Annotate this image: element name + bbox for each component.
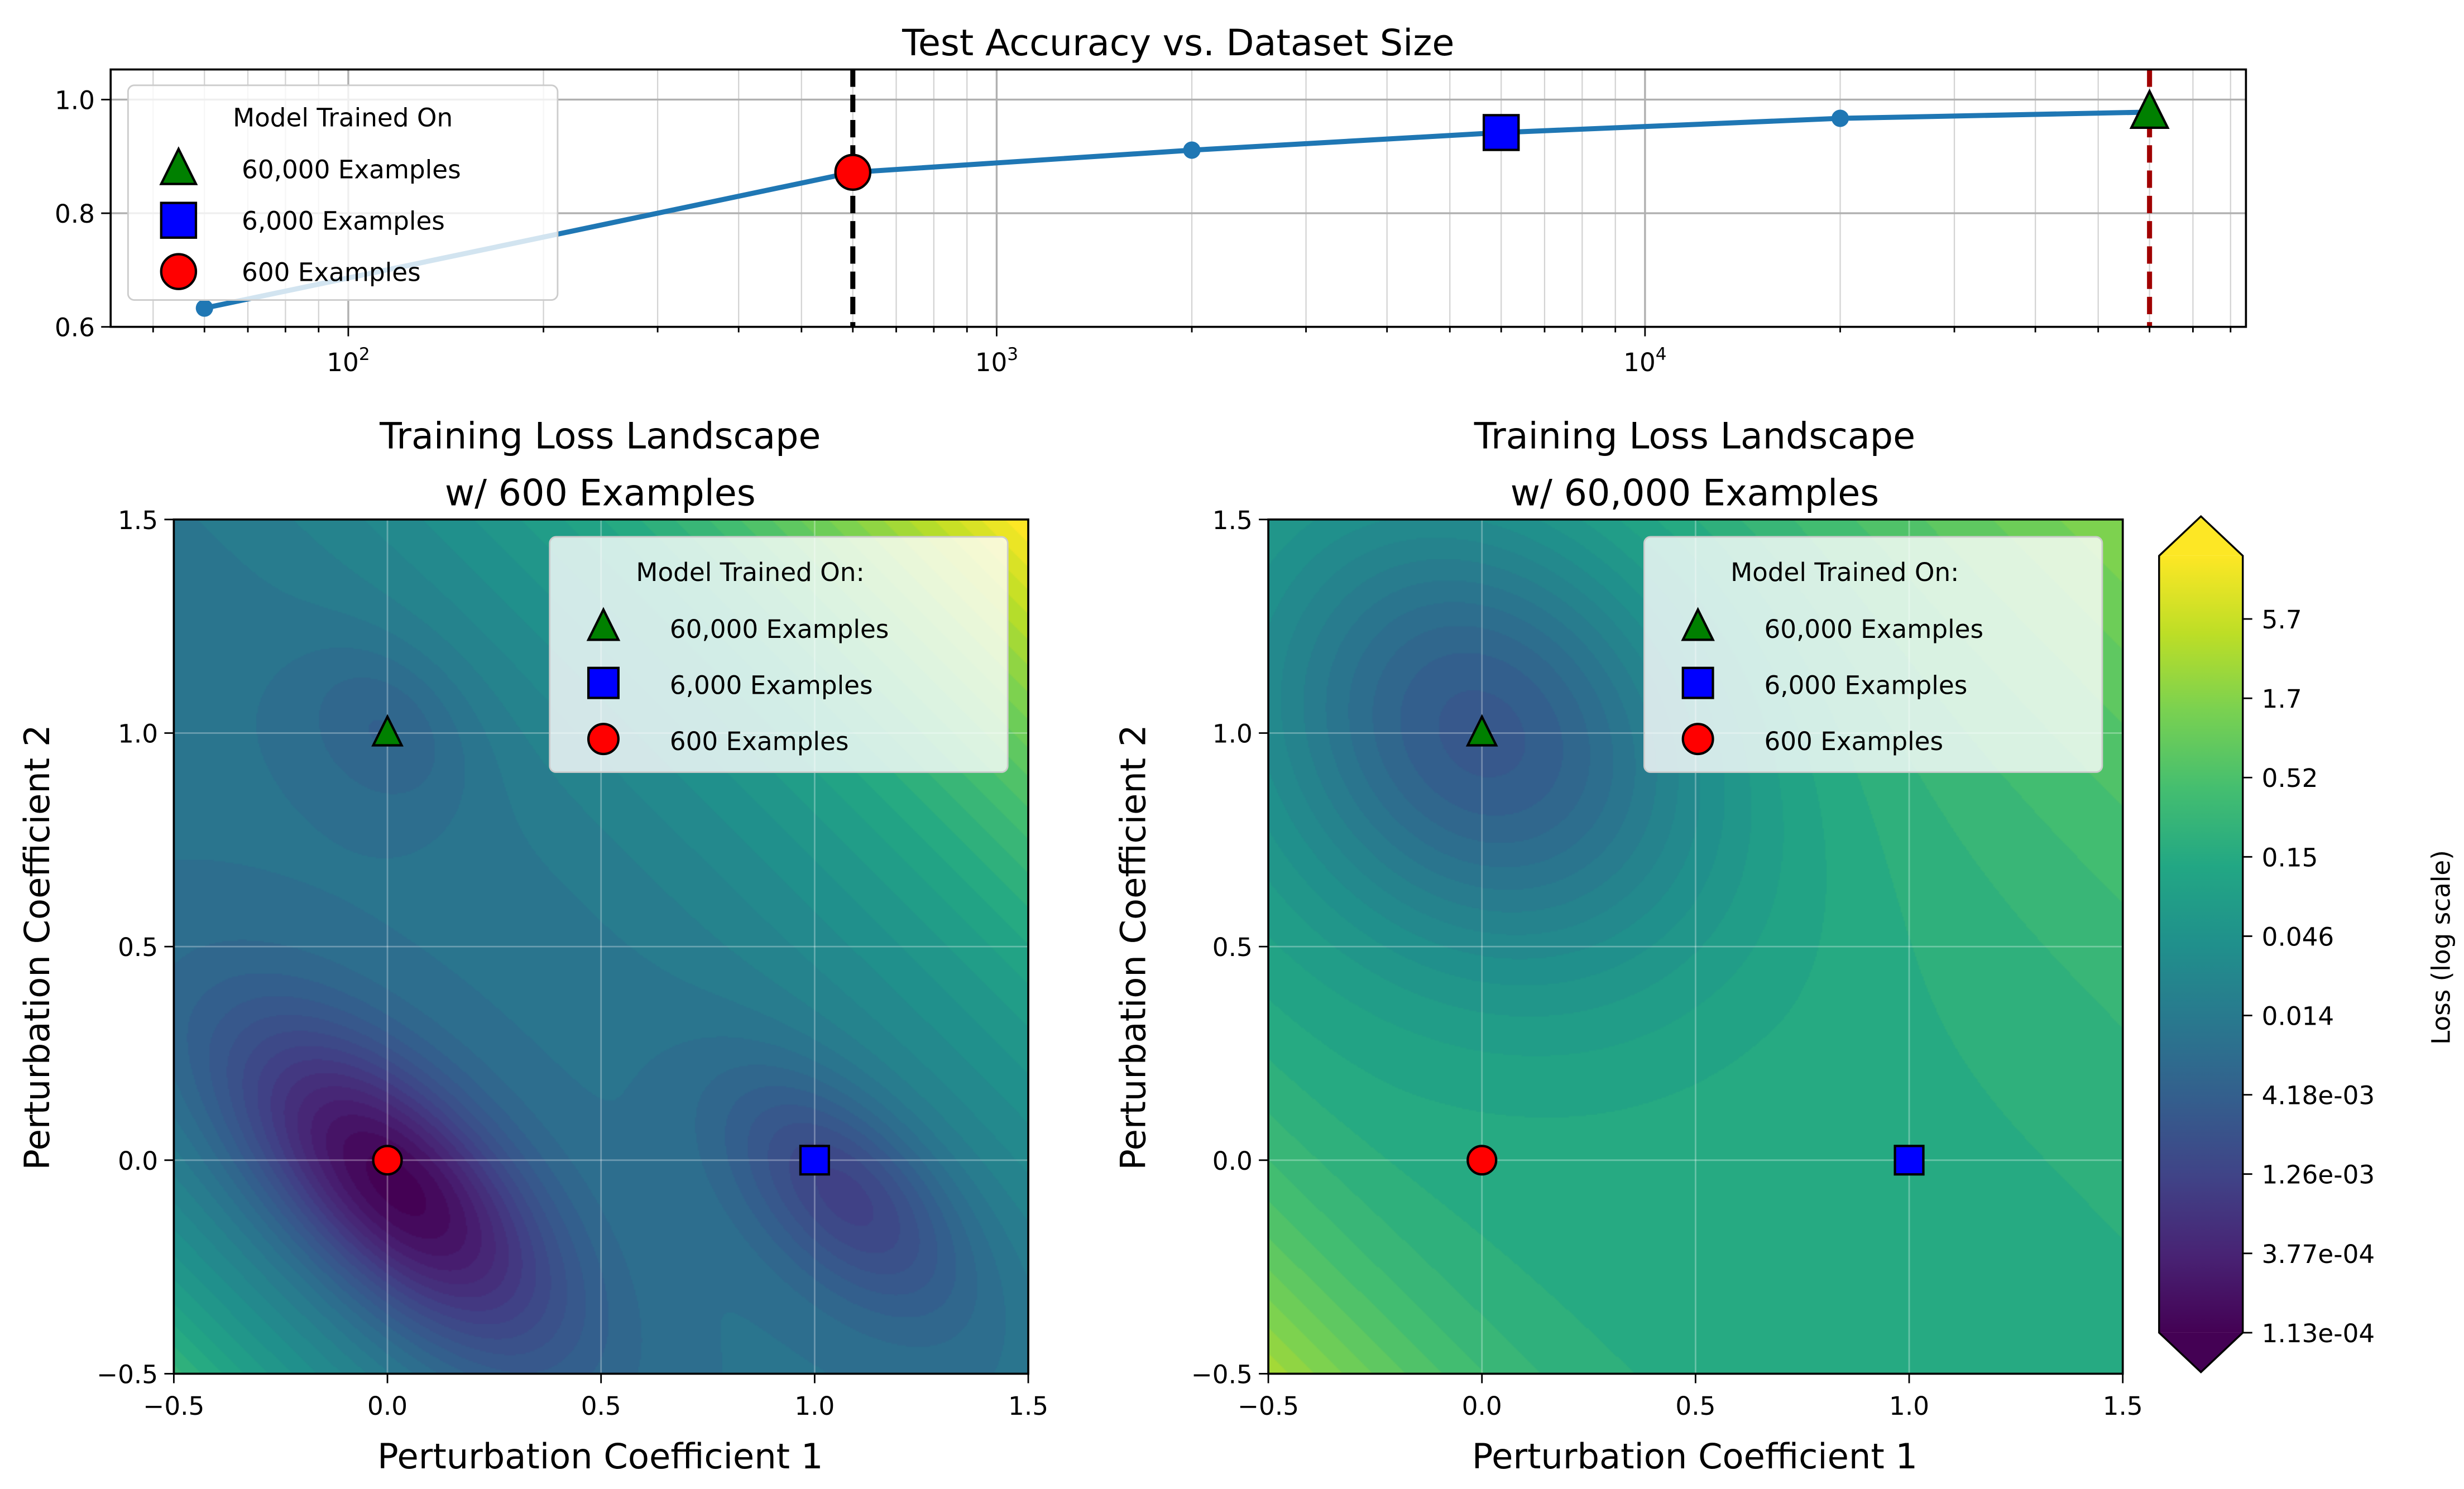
y-tick-label: 1.5 [1212, 506, 1253, 535]
model-marker-circle [372, 1145, 403, 1176]
colorbar-gradient [2159, 555, 2243, 1333]
legend-label: 6,000 Examples [670, 670, 873, 700]
legend-title: Model Trained On: [636, 558, 864, 587]
y-tick-label: −0.5 [97, 1360, 158, 1389]
y-tick-label: 1.0 [118, 719, 158, 748]
legend-circle-icon [1681, 723, 1714, 756]
landscape-600-title-line2: w/ 600 Examples [445, 472, 756, 514]
highlight-marker-circle [834, 153, 871, 191]
legend-label: 60,000 Examples [670, 614, 889, 644]
legend-square-icon [1681, 666, 1714, 699]
y-tick-label: 0.8 [55, 199, 95, 229]
x-tick-label: −0.5 [143, 1391, 204, 1421]
x-tick-label: 1.5 [2103, 1391, 2143, 1421]
x-tick-label: 0.0 [367, 1391, 408, 1421]
x-tick-label: 104 [1623, 344, 1666, 377]
plot-frame [172, 518, 1029, 1375]
x-tick-label: 1.5 [1008, 1391, 1048, 1421]
model-marker-circle [1466, 1145, 1498, 1176]
legend-box [549, 536, 1009, 773]
legend-circle-icon [587, 723, 620, 756]
legend: Model Trained On 60,000 Examples 6,000 Exa… [127, 84, 559, 301]
legend-triangle-icon [159, 146, 198, 185]
model-marker-triangle [371, 714, 404, 747]
colorbar-tick-label: 0.15 [2262, 843, 2318, 872]
legend-label: 600 Examples [242, 258, 421, 287]
legend-label: 60,000 Examples [1764, 614, 1983, 644]
legend-label: 60,000 Examples [242, 155, 461, 185]
legend-triangle-icon [586, 607, 621, 641]
x-tick-label: 0.5 [1675, 1391, 1715, 1421]
highlight-marker-square [1482, 114, 1520, 151]
loss-landscape-60000: Training Loss Landscape w/ 60,000 Exampl… [1113, 416, 2142, 1477]
landscape-600-title-line1: Training Loss Landscape [379, 416, 821, 458]
colorbar-label: Loss (log scale) [2426, 850, 2456, 1045]
highlight-marker-triangle [2129, 88, 2170, 129]
landscape-60000-xlabel: Perturbation Coefficient 1 [1472, 1436, 1917, 1477]
legend-label: 6,000 Examples [1764, 670, 1967, 700]
model-marker-square [1893, 1145, 1925, 1176]
y-tick-label: 0.5 [118, 933, 158, 962]
loss-landscape-600: Training Loss Landscape w/ 600 Examples … [17, 416, 1048, 1477]
landscape-600-ylabel: Perturbation Coefficient 2 [17, 724, 57, 1170]
x-tick-label: 0.5 [581, 1391, 621, 1421]
legend-title: Model Trained On [233, 103, 453, 132]
legend-label: 600 Examples [670, 727, 849, 756]
legend-box [127, 84, 559, 301]
colorbar: Loss (log scale) 5.7 1.7 0.52 0.15 0.046 0.01… [2158, 515, 2456, 1373]
colorbar-tick-label: 3.77e-04 [2262, 1240, 2375, 1269]
legend: Model Trained On: 60,000 Examples 6,000 Ex… [549, 536, 1009, 773]
colorbar-extend-min [2159, 1332, 2243, 1372]
x-tick-label: −0.5 [1238, 1391, 1299, 1421]
accuracy-chart: Test Accuracy vs. Dataset Size 0.6 0.8 1.0… [55, 22, 2247, 377]
accuracy-point [195, 299, 213, 317]
colorbar-tick-label: 0.52 [2262, 763, 2318, 793]
colorbar-tick-label: 1.7 [2262, 684, 2302, 714]
legend-label: 6,000 Examples [242, 206, 445, 236]
landscape-60000-ylabel: Perturbation Coefficient 2 [1113, 724, 1153, 1170]
y-tick-label: 1.0 [1212, 719, 1253, 748]
y-tick-label: 1.5 [118, 506, 158, 535]
colorbar-tick-label: 0.046 [2262, 922, 2334, 952]
x-tick-label: 1.0 [794, 1391, 835, 1421]
accuracy-point [1183, 141, 1201, 159]
x-tick-label: 102 [327, 344, 370, 377]
legend-square-icon [160, 201, 198, 239]
accuracy-chart-title: Test Accuracy vs. Dataset Size [902, 22, 1454, 64]
legend: Model Trained On: 60,000 Examples 6,000 Ex… [1643, 536, 2103, 773]
x-tick-label: 0.0 [1462, 1391, 1502, 1421]
y-tick-label: 0.5 [1212, 933, 1253, 962]
plot-frame [109, 68, 2247, 328]
colorbar-tick-label: 1.13e-04 [2262, 1319, 2375, 1348]
x-tick-label: 103 [975, 344, 1018, 377]
legend-triangle-icon [1681, 607, 1715, 641]
colorbar-extend-max [2159, 516, 2243, 556]
legend-box [1643, 536, 2103, 773]
colorbar-tick-label: 0.014 [2262, 1002, 2334, 1031]
landscape-60000-title-line1: Training Loss Landscape [1474, 416, 1915, 458]
landscape-600-xlabel: Perturbation Coefficient 1 [377, 1436, 823, 1477]
legend-title: Model Trained On: [1730, 558, 1959, 587]
model-marker-triangle [1465, 714, 1498, 747]
y-tick-label: −0.5 [1191, 1360, 1253, 1389]
accuracy-point [1831, 109, 1849, 127]
y-tick-label: 1.0 [55, 85, 95, 115]
legend-label: 600 Examples [1764, 727, 1943, 756]
colorbar-tick-label: 4.18e-03 [2262, 1081, 2375, 1111]
legend-square-icon [587, 666, 620, 699]
model-marker-square [799, 1145, 830, 1176]
colorbar-tick-label: 1.26e-03 [2262, 1160, 2375, 1190]
y-tick-label: 0.0 [118, 1146, 158, 1176]
plot-frame [1267, 518, 2124, 1375]
accuracy-line [204, 109, 2150, 311]
colorbar-tick-label: 5.7 [2262, 605, 2302, 635]
y-tick-label: 0.0 [1212, 1146, 1253, 1176]
landscape-60000-title-line2: w/ 60,000 Examples [1511, 472, 1879, 514]
x-tick-label: 1.0 [1889, 1391, 1929, 1421]
y-tick-label: 0.6 [55, 313, 95, 343]
legend-circle-icon [160, 253, 198, 290]
